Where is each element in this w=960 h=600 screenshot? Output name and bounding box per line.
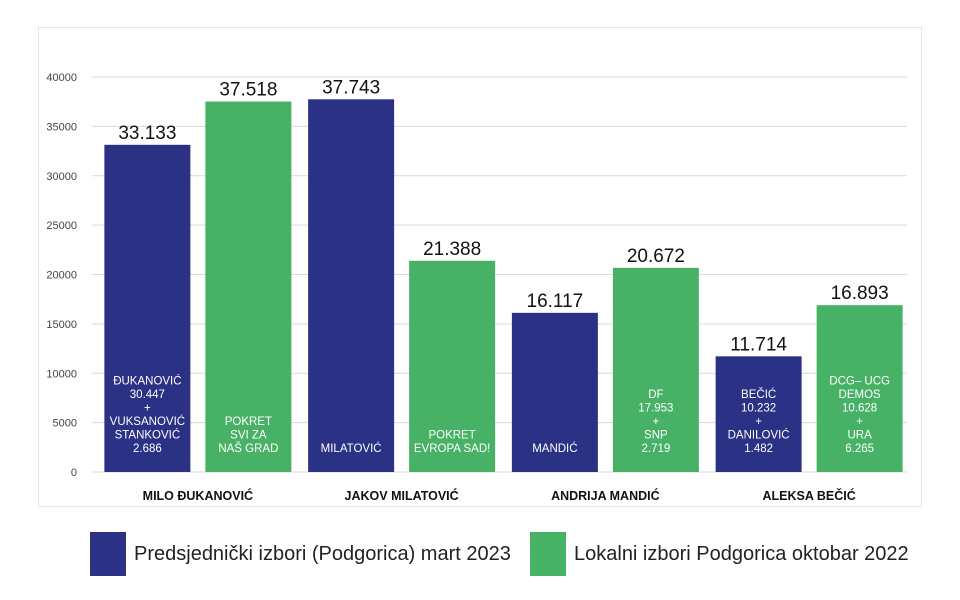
y-tick-label: 40000 — [46, 72, 77, 84]
legend-swatch-presidential — [90, 532, 126, 576]
bar-inner-label: DCG– UCG — [829, 376, 890, 388]
bar-inner-label: BEČIĆ — [741, 388, 776, 401]
bar-value-label: 11.714 — [730, 334, 787, 355]
y-tick-label: 35000 — [46, 121, 77, 133]
bar — [205, 101, 292, 472]
bar-inner-label: 30.447 — [130, 389, 165, 401]
bar-inner-label: URA — [847, 430, 872, 442]
bar-inner-label: 17.953 — [638, 403, 673, 415]
bar-inner-label: STANKOVIĆ — [115, 429, 181, 442]
bar-value-label: 21.388 — [423, 239, 481, 260]
bar-inner-label: 2.686 — [133, 443, 162, 455]
bar-inner-label: 10.628 — [842, 403, 877, 415]
legend-item-local: Lokalni izbori Podgorica oktobar 2022 — [530, 532, 909, 576]
bar-inner-label: POKRET — [428, 430, 475, 442]
y-tick-label: 30000 — [46, 171, 77, 183]
bar — [308, 99, 395, 472]
bar-inner-label: DEMOS — [839, 389, 882, 401]
bar-inner-label: VUKSANOVIĆ — [110, 415, 185, 428]
y-tick-label: 5000 — [53, 418, 77, 430]
bar-inner-label: 6.265 — [845, 443, 874, 455]
legend-label-local: Lokalni izbori Podgorica oktobar 2022 — [574, 542, 909, 565]
bar-inner-label: 2.719 — [641, 443, 670, 455]
bar-value-label: 16.893 — [831, 283, 889, 304]
legend-swatch-local — [530, 532, 566, 576]
y-tick-label: 20000 — [46, 270, 77, 282]
bar-inner-label: + — [856, 416, 863, 428]
x-category-label: ALEKSA BEČIĆ — [762, 488, 855, 503]
bar — [715, 356, 802, 472]
bar-inner-label: MANDIĆ — [532, 442, 577, 455]
bar-inner-label: POKRET — [225, 416, 272, 428]
x-category-label: MILO ĐUKANOVIĆ — [143, 488, 253, 503]
bar-inner-label: DANILOVIĆ — [728, 429, 790, 442]
bar-inner-label: DF — [648, 389, 663, 401]
bar — [816, 305, 903, 472]
bar-value-label: 37.518 — [219, 80, 277, 101]
bar-value-label: 37.743 — [322, 77, 380, 98]
bar-inner-label: SNP — [644, 430, 668, 442]
legend-label-presidential: Predsjednički izbori (Podgorica) mart 20… — [134, 542, 511, 565]
y-tick-label: 25000 — [46, 220, 77, 232]
y-tick-label: 15000 — [46, 319, 77, 331]
chart-panel: 0 5000 10000 15000 20000 25000 30000 35000 40000… — [38, 27, 922, 507]
bar-inner-label: SVI ZA — [230, 430, 267, 442]
y-tick-label: 10000 — [46, 368, 77, 380]
x-category-label: ANDRIJA MANDIĆ — [551, 488, 660, 503]
bar-value-label: 16.117 — [527, 291, 584, 312]
bar-inner-label: 10.232 — [741, 403, 776, 415]
bar-inner-label: + — [144, 403, 151, 415]
bar — [104, 144, 191, 472]
bar — [511, 312, 598, 472]
bar — [612, 267, 699, 472]
bar-chart: 0 5000 10000 15000 20000 25000 30000 35000 40000… — [46, 72, 907, 503]
bar-value-label: 33.133 — [118, 123, 176, 144]
bar-inner-label: + — [755, 416, 762, 428]
bar-inner-label: + — [653, 416, 660, 428]
bar-value-label: 20.672 — [627, 246, 685, 267]
bar — [409, 260, 496, 472]
legend-item-presidential: Predsjednički izbori (Podgorica) mart 20… — [90, 532, 511, 576]
bar-inner-label: ĐUKANOVIĆ — [113, 375, 181, 388]
bar-inner-label: NAŠ GRAD — [218, 442, 278, 455]
bar-inner-label: EVROPA SAD! — [414, 443, 490, 455]
bar-inner-label: MILATOVIĆ — [321, 442, 382, 455]
x-category-label: JAKOV MILATOVIĆ — [345, 488, 459, 503]
y-tick-label: 0 — [71, 467, 77, 479]
bar-inner-label: 1.482 — [744, 443, 773, 455]
